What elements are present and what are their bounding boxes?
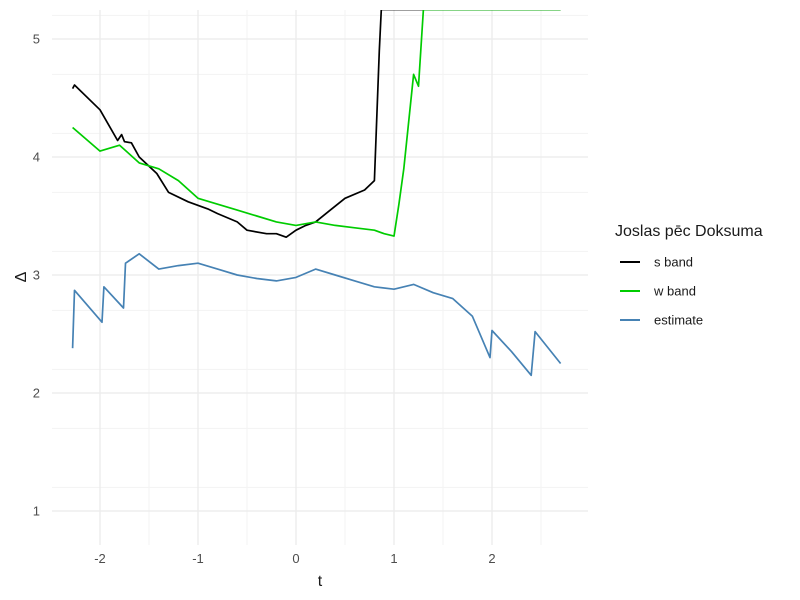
legend: Joslas pēc Doksuma s band w band estimate <box>615 223 763 328</box>
y-tick-label: 4 <box>33 150 40 165</box>
y-axis-title: Δ <box>13 271 30 282</box>
legend-items: s band w band estimate <box>620 255 703 328</box>
y-tick-label: 5 <box>33 32 40 47</box>
x-axis-title: t <box>318 573 323 590</box>
legend-label: estimate <box>654 313 703 328</box>
y-tick-label: 1 <box>33 504 40 519</box>
series-layer <box>71 10 562 377</box>
legend-label: w band <box>653 284 696 299</box>
y-tick-label: 3 <box>33 268 40 283</box>
x-tick-label: -1 <box>192 551 204 566</box>
legend-title: Joslas pēc Doksuma <box>615 223 763 240</box>
x-tick-label: 1 <box>390 551 397 566</box>
x-tick-label: 2 <box>488 551 495 566</box>
y-tick-labels: 1 2 3 4 5 <box>33 32 40 519</box>
x-tick-labels: -2 -1 0 1 2 <box>94 551 495 566</box>
series-line-s-band <box>71 10 561 239</box>
x-tick-label: 0 <box>292 551 299 566</box>
x-tick-label: -2 <box>94 551 106 566</box>
series-line-estimate <box>71 252 562 377</box>
legend-label: s band <box>654 255 693 270</box>
grid-layer <box>52 10 588 545</box>
y-tick-label: 2 <box>33 386 40 401</box>
series-line-w-band <box>72 10 561 237</box>
